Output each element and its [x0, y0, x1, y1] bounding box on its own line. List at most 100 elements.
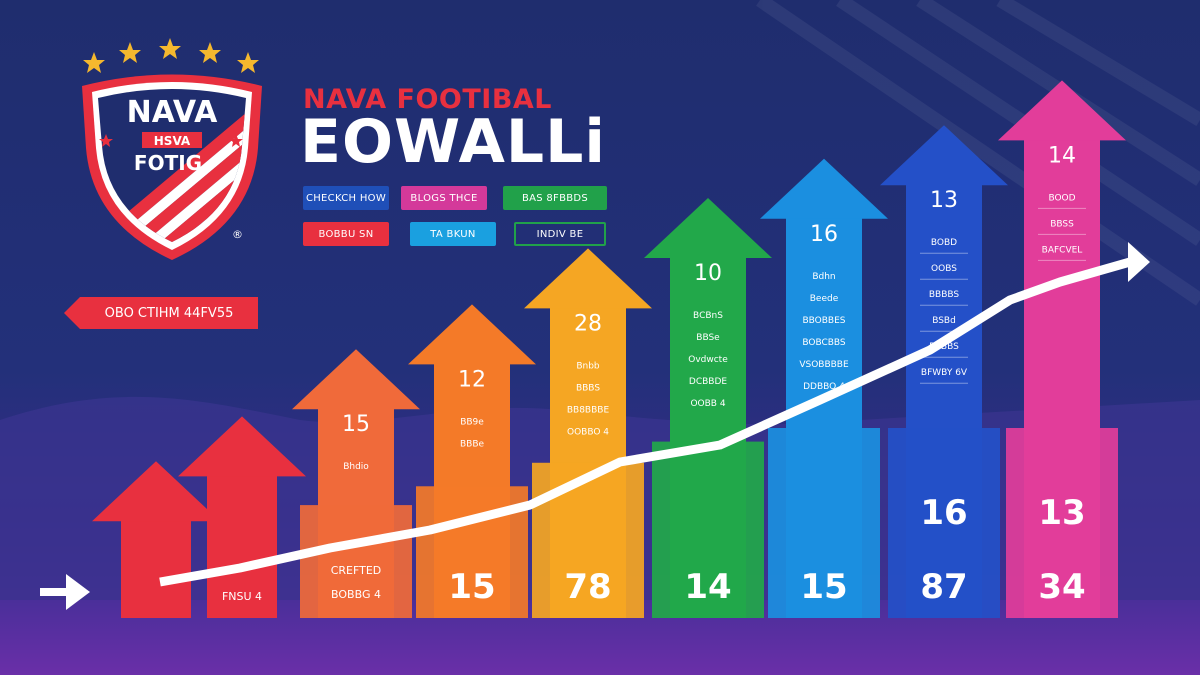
pill-4: BOBBU SN: [303, 222, 389, 246]
bar-green: 10 BCBnS BBSe Ovdwcte DCBBDE OOBB 4 14: [644, 198, 772, 618]
floor-shape: [0, 600, 1200, 675]
bar-top-value: 16: [810, 222, 838, 247]
arrow-head-icon: [760, 158, 888, 219]
bar-small-text: VSOBBBBE: [799, 360, 849, 370]
title-main: EOWALLi: [300, 107, 606, 177]
trend-line: [159, 257, 1132, 587]
bar-base-block: [532, 462, 644, 618]
bar-base-block: [652, 441, 764, 618]
bar-red-2: FNSU 4: [178, 416, 306, 618]
arrow-head-icon: [644, 198, 772, 258]
bar-red-1: [92, 461, 220, 618]
bar-bottom-value: 14: [684, 567, 731, 607]
arrow-head-icon: [92, 461, 220, 522]
bar-small-text: BOBCBBS: [802, 338, 846, 348]
arrow-head-icon: [998, 80, 1126, 141]
bar-base-block: [888, 428, 1000, 618]
bar-small-text: BBBS: [576, 383, 600, 393]
pill-5: TA BKUN: [410, 222, 496, 246]
bar-small-text: DCBBDE: [689, 377, 727, 387]
star-icon: [119, 42, 141, 63]
bar-small-text: DDBBO 4: [803, 382, 845, 392]
star-icon: [229, 134, 243, 147]
bar-orange-1: 15 Bhdio CREFTED BOBBG 4: [292, 349, 420, 618]
bar-small-text: OOBB 4: [690, 399, 725, 409]
crest-stars-group: [83, 38, 259, 73]
bar-base-block: [1006, 428, 1118, 618]
bar-small-text: BSBd: [932, 316, 956, 326]
bar-small-text: Beede: [810, 294, 839, 304]
bar-small-text: OOBS: [931, 264, 957, 274]
bar-small-text: Bdhn: [812, 272, 835, 282]
arrow-head-icon: [292, 349, 420, 410]
arrow-head-icon: [408, 304, 536, 365]
star-icon: [83, 52, 105, 73]
bar-small-text: BAFCVEL: [1042, 245, 1083, 255]
bar-bottom-value: 87: [920, 567, 967, 607]
bar-top-value: 10: [694, 261, 722, 286]
star-icon: [199, 42, 221, 63]
pill-6: INDIV BE: [514, 222, 606, 246]
bar-mid-value: 16: [920, 493, 967, 533]
bar-shaft: [207, 474, 277, 618]
bar-shaft: [121, 519, 191, 618]
bar-small-text: BOOD: [1048, 193, 1075, 203]
bar-base-block: [300, 505, 412, 618]
team-crest: NAVA HSVA FOTIG: [82, 38, 262, 260]
registered-mark: ®: [232, 228, 243, 241]
crest-line3: FOTIG: [134, 151, 202, 175]
bar-bottom-label: FNSU 4: [222, 590, 262, 603]
bar-mid-value: 13: [1038, 493, 1085, 533]
bar-small-text: BBSS: [1050, 219, 1074, 229]
bar-orange-2: 12 BB9e BBBe 15: [408, 304, 536, 618]
trend-arrow-icon: [1128, 242, 1150, 282]
title-top: NAVA FOOTIBAL: [303, 84, 553, 115]
bar-top-value: 13: [930, 188, 958, 213]
bar-small-text: BSBBS: [929, 342, 959, 352]
bar-small-text: BCBnS: [693, 311, 723, 321]
bar-base-block: [768, 428, 880, 618]
bar-small-text: Bhdio: [343, 462, 369, 472]
bar-small-text: OOBBO 4: [567, 427, 609, 437]
star-icon: [99, 134, 113, 147]
bar-pink: 14 BOOD BBSS BAFCVEL 13 34: [998, 80, 1126, 618]
bar-bottom-label: CREFTED: [331, 564, 382, 577]
pill-1: CHECKCH HOW: [303, 186, 389, 210]
bar-small-text: BOBD: [931, 238, 957, 248]
bar-bottom-label-2: BOBBG 4: [331, 588, 381, 601]
bar-blue-dark: 13 BOBD OOBS BBBBS BSBd BSBBS BFWBY 6V 16 87: [880, 125, 1008, 618]
pill-3: BAS 8FBBDS: [503, 186, 607, 210]
bar-bottom-value: 34: [1038, 567, 1085, 607]
bar-small-text: BBOBBES: [802, 316, 845, 326]
crest-line2: HSVA: [154, 134, 191, 148]
arrow-head-icon: [178, 416, 306, 477]
pill-2: BLOGS THCE: [401, 186, 487, 210]
bar-small-text: BB9e: [460, 417, 484, 427]
arrow-head-icon: [524, 248, 652, 309]
bar-small-text: Ovdwcte: [688, 355, 728, 365]
arrow-head-icon: [880, 125, 1008, 186]
bar-bottom-value: 78: [564, 567, 611, 607]
bar-top-value: 12: [458, 367, 486, 392]
star-icon: [237, 52, 259, 73]
bar-bottom-value: 15: [800, 567, 847, 607]
bar-small-text: BBBe: [460, 439, 485, 449]
left-arrow-icon: [66, 574, 90, 610]
bar-top-value: 28: [574, 311, 602, 336]
bar-small-text: Bnbb: [576, 361, 600, 371]
bar-blue-light: 16 Bdhn Beede BBOBBES BOBCBBS VSOBBBBE DDBBO 4…: [760, 158, 888, 619]
bar-small-text: BBBBS: [929, 290, 960, 300]
bar-small-text: BBSe: [696, 333, 720, 343]
bar-small-text: BFWBY 6V: [921, 368, 968, 378]
tag-pointer: [64, 297, 80, 329]
bar-top-value: 14: [1048, 143, 1076, 168]
crest-line1: NAVA: [127, 95, 218, 130]
highlight-tag: OBO CTIHM 44FV55: [80, 297, 258, 329]
bar-bottom-value: 15: [448, 567, 495, 607]
bar-top-value: 15: [342, 412, 370, 437]
star-icon: [159, 38, 181, 59]
trend-layer: [40, 242, 1150, 610]
bar-small-text: BB8BBBE: [567, 405, 610, 415]
